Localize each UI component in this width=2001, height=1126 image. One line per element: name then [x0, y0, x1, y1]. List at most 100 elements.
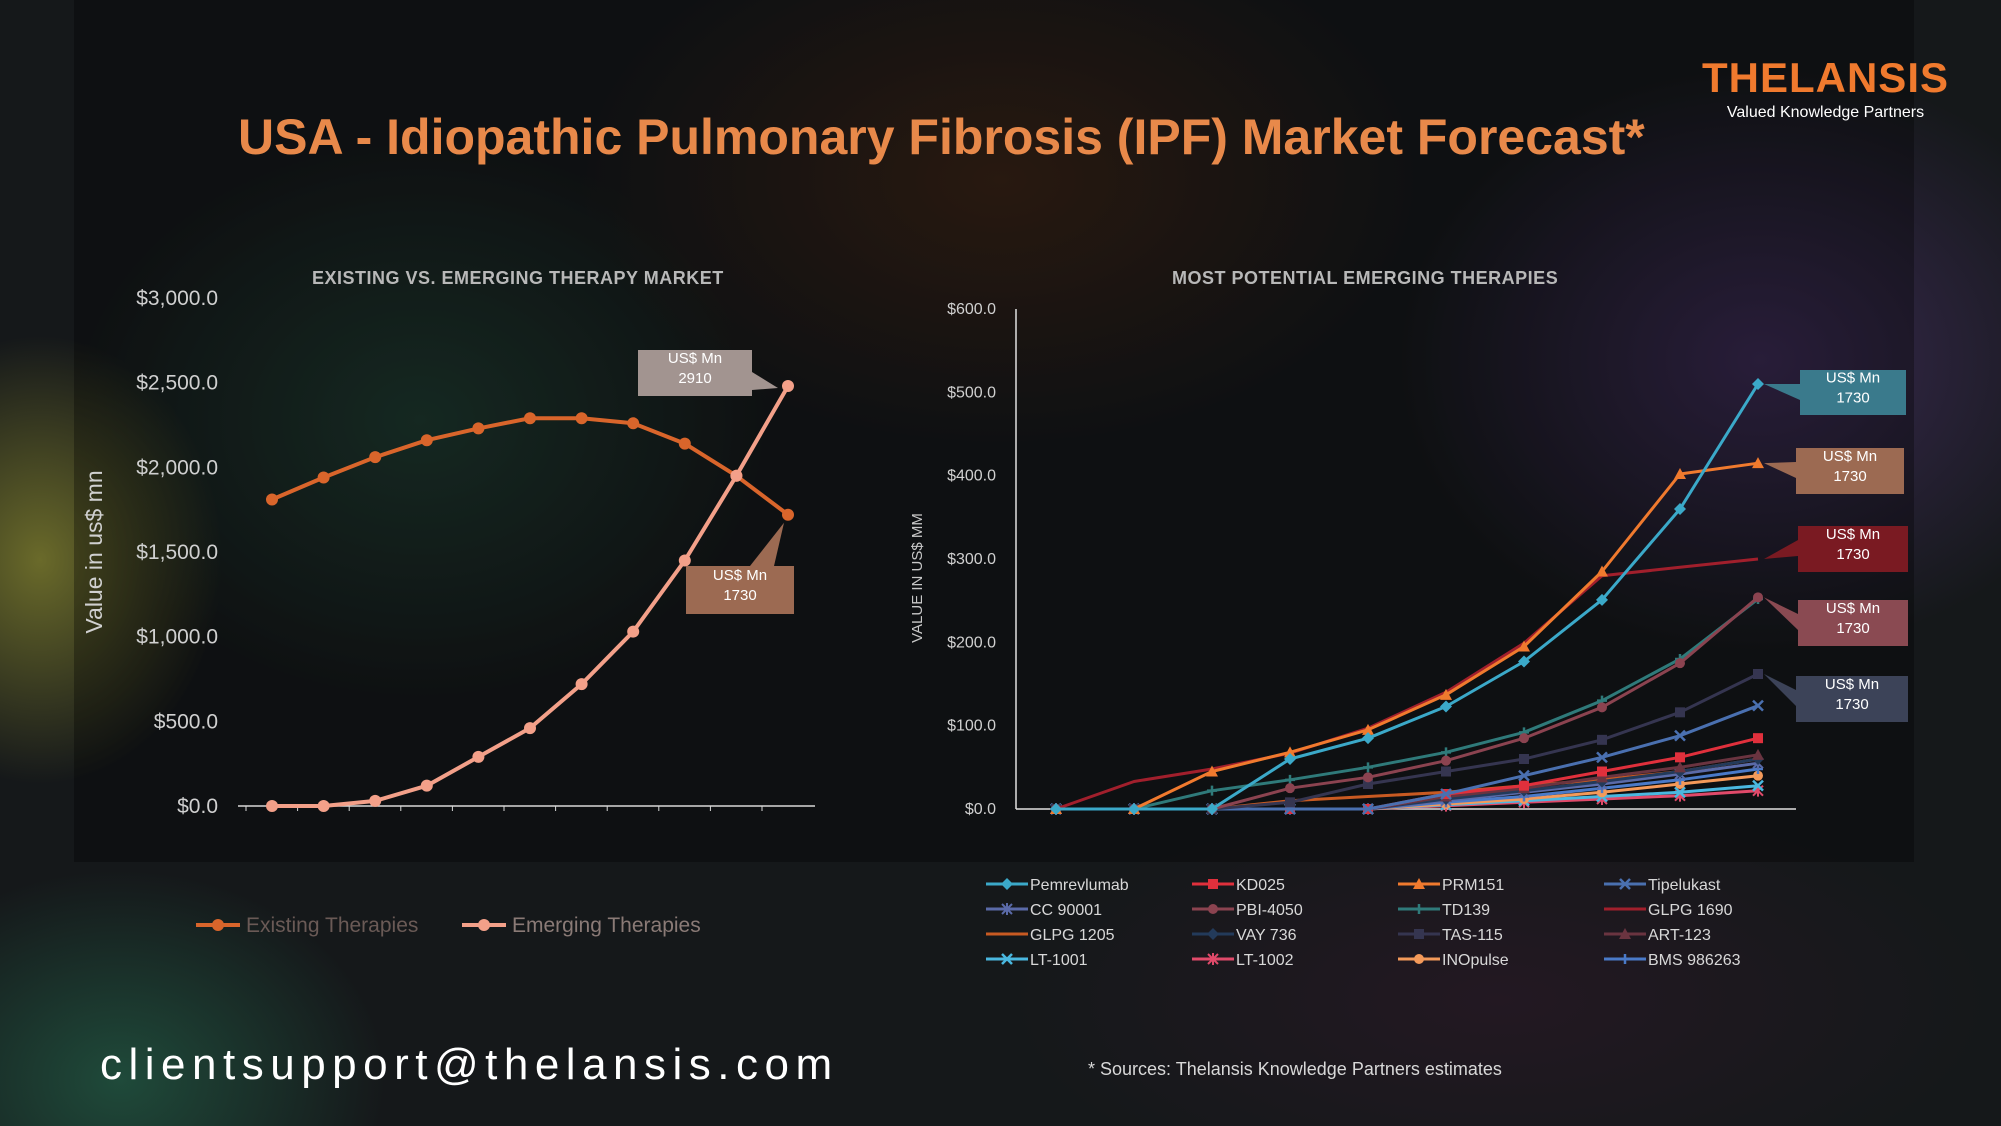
- data-point: [1441, 755, 1451, 766]
- callout-2-pointer: [1764, 540, 1798, 559]
- data-point: [627, 625, 640, 638]
- data-point: [1285, 783, 1295, 794]
- legend-label: ART-123: [1648, 927, 1711, 944]
- data-point: [1597, 702, 1607, 713]
- data-point: [1519, 754, 1529, 764]
- data-point: [1596, 565, 1608, 577]
- content-panel: [74, 0, 1914, 862]
- callout-emerging-text: US$ Mn: [668, 350, 722, 367]
- legend-label: VAY 736: [1236, 927, 1297, 944]
- brand-logo: THELANSIS Valued Knowledge Partners: [1688, 54, 1963, 122]
- data-point: [1752, 699, 1764, 712]
- data-point: [1752, 779, 1764, 792]
- callout-existing-pointer: [750, 522, 784, 566]
- callout-1-text: 1730: [1833, 468, 1866, 485]
- data-point: [1440, 688, 1452, 700]
- data-point: [1596, 593, 1608, 606]
- callout-emerging-text: 2910: [678, 370, 711, 387]
- y-tick-label: $500.0: [947, 384, 996, 401]
- callout-4-pointer: [1764, 674, 1796, 706]
- legend-label: PBI-4050: [1236, 902, 1303, 919]
- y-tick-label: $400.0: [947, 468, 996, 485]
- callout-3-text: US$ Mn: [1826, 600, 1880, 617]
- data-point: [1597, 766, 1607, 777]
- y-tick-label: $3,000.0: [136, 287, 218, 310]
- callout-0-box: [1800, 370, 1906, 415]
- callout-0-text: 1730: [1836, 390, 1869, 407]
- legend-marker: [1208, 904, 1218, 914]
- series-line-6: [1056, 597, 1759, 811]
- callout-4: US$ Mn 1730: [1764, 674, 1908, 722]
- legend-marker: [1207, 953, 1219, 965]
- data-point: [1362, 723, 1374, 735]
- legend-marker: [1619, 878, 1631, 890]
- data-point: [369, 794, 382, 807]
- data-point: [575, 678, 588, 691]
- y-tick-label: $2,500.0: [136, 372, 218, 395]
- data-point: [472, 750, 485, 763]
- data-point: [1597, 734, 1607, 745]
- source-note: * Sources: Thelansis Knowledge Partners …: [1088, 1059, 1502, 1079]
- data-point: [1285, 797, 1295, 808]
- legend-label: GLPG 1690: [1648, 902, 1733, 919]
- legend-marker: [1207, 928, 1219, 940]
- data-point: [1753, 592, 1763, 603]
- data-point: [1440, 700, 1452, 713]
- data-point: [1752, 378, 1764, 390]
- data-point: [1674, 729, 1686, 742]
- legend-label: Existing Therapies: [246, 914, 418, 937]
- data-point: [472, 422, 485, 435]
- data-point: [1285, 774, 1295, 785]
- data-point: [1518, 655, 1530, 668]
- legend-label: TD139: [1442, 902, 1490, 919]
- data-point: [782, 380, 794, 393]
- data-point: [1440, 788, 1452, 800]
- y-tick-label: $0.0: [965, 801, 996, 818]
- y-tick-label: $100.0: [947, 718, 996, 735]
- right-chart-title: MOST POTENTIAL EMERGING THERAPIES: [1172, 268, 1559, 288]
- data-point: [1519, 733, 1529, 744]
- callout-1: US$ Mn 1730: [1764, 448, 1904, 494]
- data-point: [1675, 707, 1685, 718]
- data-point: [1675, 752, 1685, 763]
- callout-1-text: US$ Mn: [1823, 448, 1877, 465]
- legend-marker: [1413, 878, 1425, 889]
- legend-marker: [1001, 953, 1013, 965]
- data-point: [369, 451, 382, 464]
- data-point: [1206, 765, 1218, 777]
- data-point: [317, 471, 330, 484]
- callout-existing-text: 1730: [723, 587, 756, 604]
- data-point: [1441, 747, 1451, 758]
- y-axis-title: Value in us$ mn: [81, 470, 107, 633]
- legend-label: INOpulse: [1442, 952, 1509, 969]
- data-point: [1752, 457, 1764, 469]
- data-point: [1596, 771, 1608, 783]
- legend-label: LT-1001: [1030, 952, 1088, 969]
- data-point: [1753, 770, 1763, 781]
- data-point: [1674, 786, 1686, 799]
- callout-3: US$ Mn 1730: [1764, 597, 1908, 646]
- legend-label: LT-1002: [1236, 952, 1294, 969]
- callout-existing-box: [686, 566, 794, 614]
- legend-label: Tipelukast: [1648, 877, 1721, 894]
- y-tick-label: $1,500.0: [136, 541, 218, 564]
- data-point: [1284, 746, 1296, 758]
- callout-2-text: 1730: [1836, 546, 1869, 563]
- callout-emerging-pointer: [752, 372, 778, 390]
- callout-3-pointer: [1764, 597, 1798, 630]
- callout-existing: US$ Mn 1730: [686, 522, 794, 614]
- y-tick-label: $2,000.0: [136, 456, 218, 479]
- y-axis-title: VALUE IN US$ MM: [909, 513, 926, 643]
- callout-4-text: US$ Mn: [1825, 676, 1879, 693]
- data-point: [1596, 751, 1608, 764]
- data-point: [1753, 733, 1763, 744]
- callout-1-box: [1796, 448, 1904, 494]
- contact-email[interactable]: clientsupport@thelansis.com: [100, 1040, 839, 1089]
- data-point: [1441, 766, 1451, 777]
- logo-tagline: Valued Knowledge Partners: [1726, 104, 1925, 121]
- data-point: [1362, 732, 1374, 745]
- callout-emerging: US$ Mn 2910: [638, 350, 778, 396]
- data-point: [1752, 748, 1764, 760]
- legend-label: GLPG 1205: [1030, 927, 1115, 944]
